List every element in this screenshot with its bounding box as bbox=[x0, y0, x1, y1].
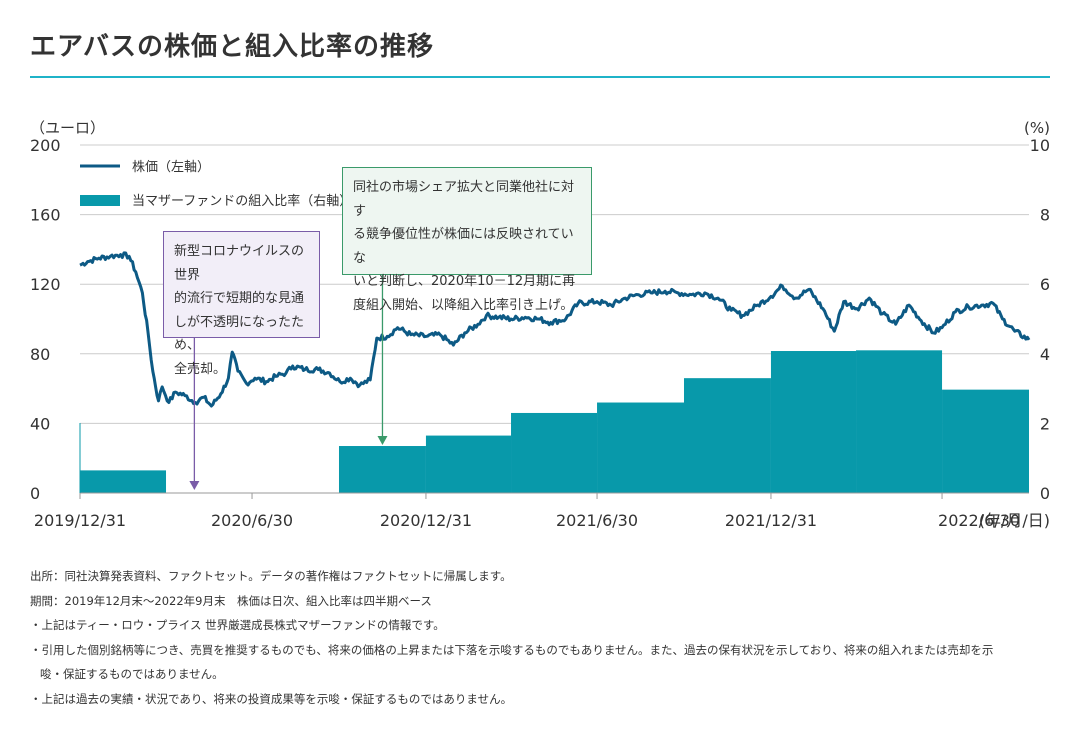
footnote-source: 出所：同社決算発表資料、ファクトセット。データの著作権はファクトセットに帰属しま… bbox=[30, 569, 512, 583]
weight-bar bbox=[597, 402, 684, 493]
price-line bbox=[79, 251, 1031, 408]
weight-bar bbox=[683, 378, 771, 493]
weight-bar bbox=[425, 435, 512, 493]
weight-bars bbox=[80, 350, 1029, 493]
weight-bar bbox=[338, 446, 426, 493]
annotation-arrows bbox=[189, 275, 388, 490]
callout-buy-note: 同社の市場シェア拡大と同業他社に対す る競争優位性が株価には反映されていな いと… bbox=[342, 167, 592, 313]
callout-sell-line: しが不透明になったため、 bbox=[174, 314, 305, 354]
x-axis-tick-label: 2019/12/31 bbox=[34, 511, 126, 530]
right-axis-tick-label: 10 bbox=[1030, 136, 1050, 155]
callout-buy-line: る競争優位性が株価には反映されていな bbox=[353, 227, 574, 266]
price-weight-chart: 0 40 80 120 160 200 0 2 4 6 8 10 2019/12/31 2020/6/30… bbox=[30, 119, 1050, 530]
legend-weight-swatch bbox=[80, 195, 120, 206]
x-axis-unit: (年/月/日) bbox=[979, 511, 1050, 530]
weight-bar bbox=[80, 470, 167, 493]
right-axis-tick-label: 8 bbox=[1040, 206, 1050, 225]
footnote-period: 期間：2019年12月末～2022年9月末 株価は日次、組入比率は四半期ベース bbox=[30, 593, 432, 608]
x-axis-tick-label: 2020/12/31 bbox=[380, 511, 472, 530]
right-axis-tick-label: 6 bbox=[1040, 275, 1050, 294]
weight-bar bbox=[770, 351, 857, 493]
annotation-arrowhead-sell bbox=[189, 481, 200, 490]
left-axis-tick-label: 40 bbox=[30, 414, 50, 433]
left-axis-tick-label: 0 bbox=[30, 484, 40, 503]
right-axis-tick-label: 2 bbox=[1040, 414, 1050, 433]
price-line-group bbox=[79, 251, 1031, 408]
left-axis-unit: （ユーロ） bbox=[30, 119, 105, 137]
x-axis-tick-label: 2020/6/30 bbox=[211, 511, 293, 530]
left-axis-tick-label: 200 bbox=[30, 136, 61, 155]
annotation-arrowhead-buy bbox=[377, 436, 388, 445]
weight-bar bbox=[942, 389, 1029, 493]
x-axis-tick-label: 2021/6/30 bbox=[556, 511, 638, 530]
weight-bar bbox=[511, 412, 598, 493]
callout-sell-note: 新型コロナウイルスの世界 的流行で短期的な見通 しが不透明になったため、 全売却… bbox=[163, 231, 320, 377]
callout-sell-line: 新型コロナウイルスの世界 bbox=[174, 244, 305, 283]
title-rule bbox=[30, 76, 1050, 78]
page-title: エアバスの株価と組入比率の推移 bbox=[30, 32, 434, 62]
left-axis-tick-label: 160 bbox=[30, 206, 61, 225]
weight-bar bbox=[856, 350, 943, 493]
footnote-disclaimer-cont: 唆・保証するものではありません。 bbox=[40, 667, 224, 681]
legend-weight-label: 当マザーファンドの組入比率（右軸） bbox=[132, 193, 352, 209]
left-axis-tick-label: 120 bbox=[30, 275, 61, 294]
footnote-disclaimer: ・引用した個別銘柄等につき、売買を推奨するものでも、将来の価格の上昇または下落を… bbox=[30, 642, 994, 657]
footnote-past-performance: ・上記は過去の実績・状況であり、将来の投資成果等を示唆・保証するものではありませ… bbox=[30, 691, 513, 706]
legend-price-label: 株価（左軸） bbox=[132, 160, 210, 175]
x-axis-tick-label: 2022/6/30 bbox=[938, 511, 1020, 530]
right-axis-tick-label: 0 bbox=[1040, 484, 1050, 503]
x-axis-tick-label: 2021/12/31 bbox=[725, 511, 817, 530]
callout-sell-line: 的流行で短期的な見通 bbox=[174, 291, 305, 306]
callout-buy-line: 同社の市場シェア拡大と同業他社に対す bbox=[353, 180, 575, 219]
right-axis-tick-label: 4 bbox=[1040, 345, 1050, 364]
left-axis-tick-label: 80 bbox=[30, 345, 50, 364]
right-axis-unit: (%) bbox=[1024, 119, 1050, 137]
callout-sell-line: 全売却。 bbox=[174, 361, 227, 377]
footnotes: 出所：同社決算発表資料、ファクトセット。データの著作権はファクトセットに帰属しま… bbox=[30, 564, 1060, 711]
callout-buy-line: 度組入開始、以降組入比率引き上げ。 bbox=[353, 297, 574, 313]
callout-buy-line: いと判断し、2020年10－12月期に再 bbox=[353, 274, 576, 289]
axes: 0 40 80 120 160 200 0 2 4 6 8 10 2019/12/31 2020/6/30… bbox=[30, 136, 1050, 530]
footnote-fund: ・上記はティー・ロウ・プライス 世界厳選成長株式マザーファンドの情報です。 bbox=[30, 618, 445, 632]
legend: 株価（左軸） 当マザーファンドの組入比率（右軸） bbox=[80, 160, 352, 209]
